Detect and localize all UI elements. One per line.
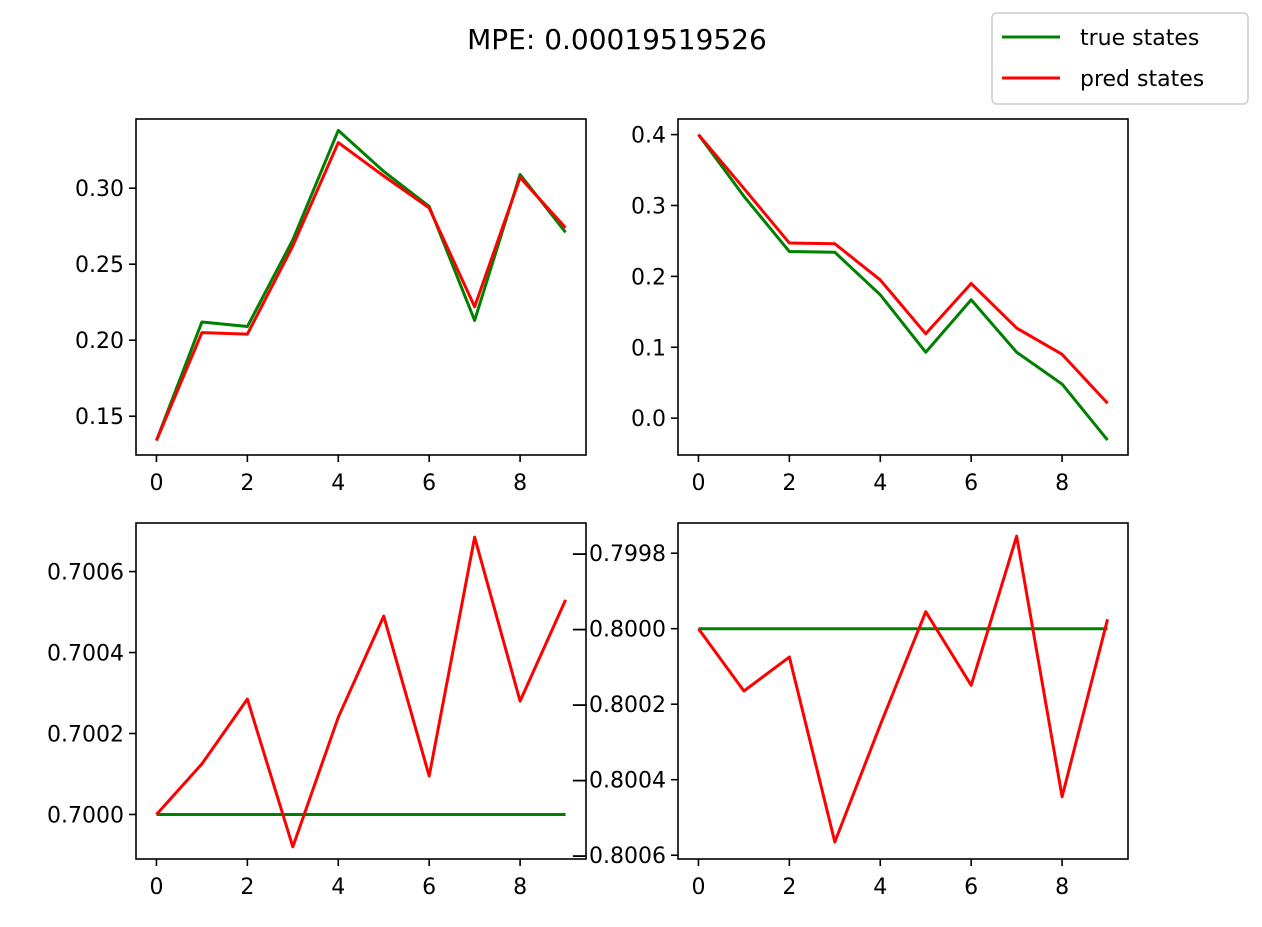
subplot-top-left: 0 2 4 6 8 0.15 0.20 0.25 0.30 bbox=[75, 118, 587, 496]
legend-label-pred-states: pred states bbox=[1080, 67, 1204, 92]
series-line-pred-states bbox=[155, 141, 567, 442]
y-tick-label: 0.7000 bbox=[47, 803, 124, 828]
x-tick-label: 0 bbox=[691, 875, 705, 900]
x-tick-label: 2 bbox=[782, 471, 796, 496]
y-tick-label: 0.1 bbox=[631, 336, 666, 361]
subplot-bottom-right: 0 2 4 6 8 −0.7998 −0.8000 −0.8002 −0.8004 −0.8006 bbox=[571, 522, 1129, 900]
x-tick-label: 8 bbox=[1055, 471, 1069, 496]
subplot-top-right: 0 2 4 6 8 0.0 0.1 0.2 0.3 0.4 bbox=[631, 118, 1129, 496]
axes-frame bbox=[135, 522, 587, 860]
y-tick-label: 0.15 bbox=[75, 405, 124, 430]
x-tick-label: 6 bbox=[964, 875, 978, 900]
x-tick-label: 6 bbox=[422, 875, 436, 900]
y-tick-label: 0.0 bbox=[631, 407, 666, 432]
y-tick-label: 0.3 bbox=[631, 194, 666, 219]
series-line-true-states bbox=[697, 133, 1109, 442]
x-tick-label: 8 bbox=[513, 471, 527, 496]
y-tick-label: 0.30 bbox=[75, 177, 124, 202]
series-line-pred-states bbox=[155, 535, 567, 849]
x-tick-label: 4 bbox=[873, 875, 887, 900]
x-tick-label: 2 bbox=[782, 875, 796, 900]
x-tick-label: 8 bbox=[1055, 875, 1069, 900]
series-line-pred-states bbox=[697, 133, 1109, 405]
y-tick-label: 0.7002 bbox=[47, 723, 124, 748]
legend-label-true-states: true states bbox=[1080, 26, 1199, 51]
x-tick-label: 4 bbox=[331, 471, 345, 496]
legend: true states pred states bbox=[991, 12, 1249, 105]
y-tick-label: −0.8006 bbox=[571, 844, 666, 869]
x-tick-label: 2 bbox=[240, 875, 254, 900]
figure-title: MPE: 0.00019519526 bbox=[467, 23, 767, 56]
y-tick-label: 0.25 bbox=[75, 253, 124, 278]
y-tick-label: −0.8002 bbox=[571, 693, 666, 718]
series-line-pred-states bbox=[697, 534, 1110, 844]
y-tick-label: 0.7004 bbox=[47, 642, 124, 667]
axes-frame bbox=[135, 118, 587, 456]
x-tick-label: 8 bbox=[513, 875, 527, 900]
y-tick-label: −0.7998 bbox=[571, 542, 666, 567]
y-tick-label: 0.7006 bbox=[47, 561, 124, 586]
y-tick-label: 0.2 bbox=[631, 265, 666, 290]
subplot-bottom-left: 0 2 4 6 8 0.7000 0.7002 0.7004 0.7006 bbox=[47, 522, 587, 900]
x-tick-label: 0 bbox=[149, 875, 163, 900]
x-tick-label: 4 bbox=[873, 471, 887, 496]
x-tick-label: 6 bbox=[964, 471, 978, 496]
y-tick-label: −0.8004 bbox=[571, 769, 666, 794]
y-tick-label: −0.8000 bbox=[571, 618, 666, 643]
x-tick-label: 6 bbox=[422, 471, 436, 496]
x-tick-label: 0 bbox=[149, 471, 163, 496]
x-tick-label: 0 bbox=[691, 471, 705, 496]
axes-frame bbox=[677, 522, 1129, 860]
axes-frame bbox=[677, 118, 1129, 456]
series-line-true-states bbox=[155, 128, 567, 442]
y-tick-label: 0.4 bbox=[631, 124, 666, 149]
y-tick-label: 0.20 bbox=[75, 329, 124, 354]
x-tick-label: 4 bbox=[331, 875, 345, 900]
x-tick-label: 2 bbox=[240, 471, 254, 496]
